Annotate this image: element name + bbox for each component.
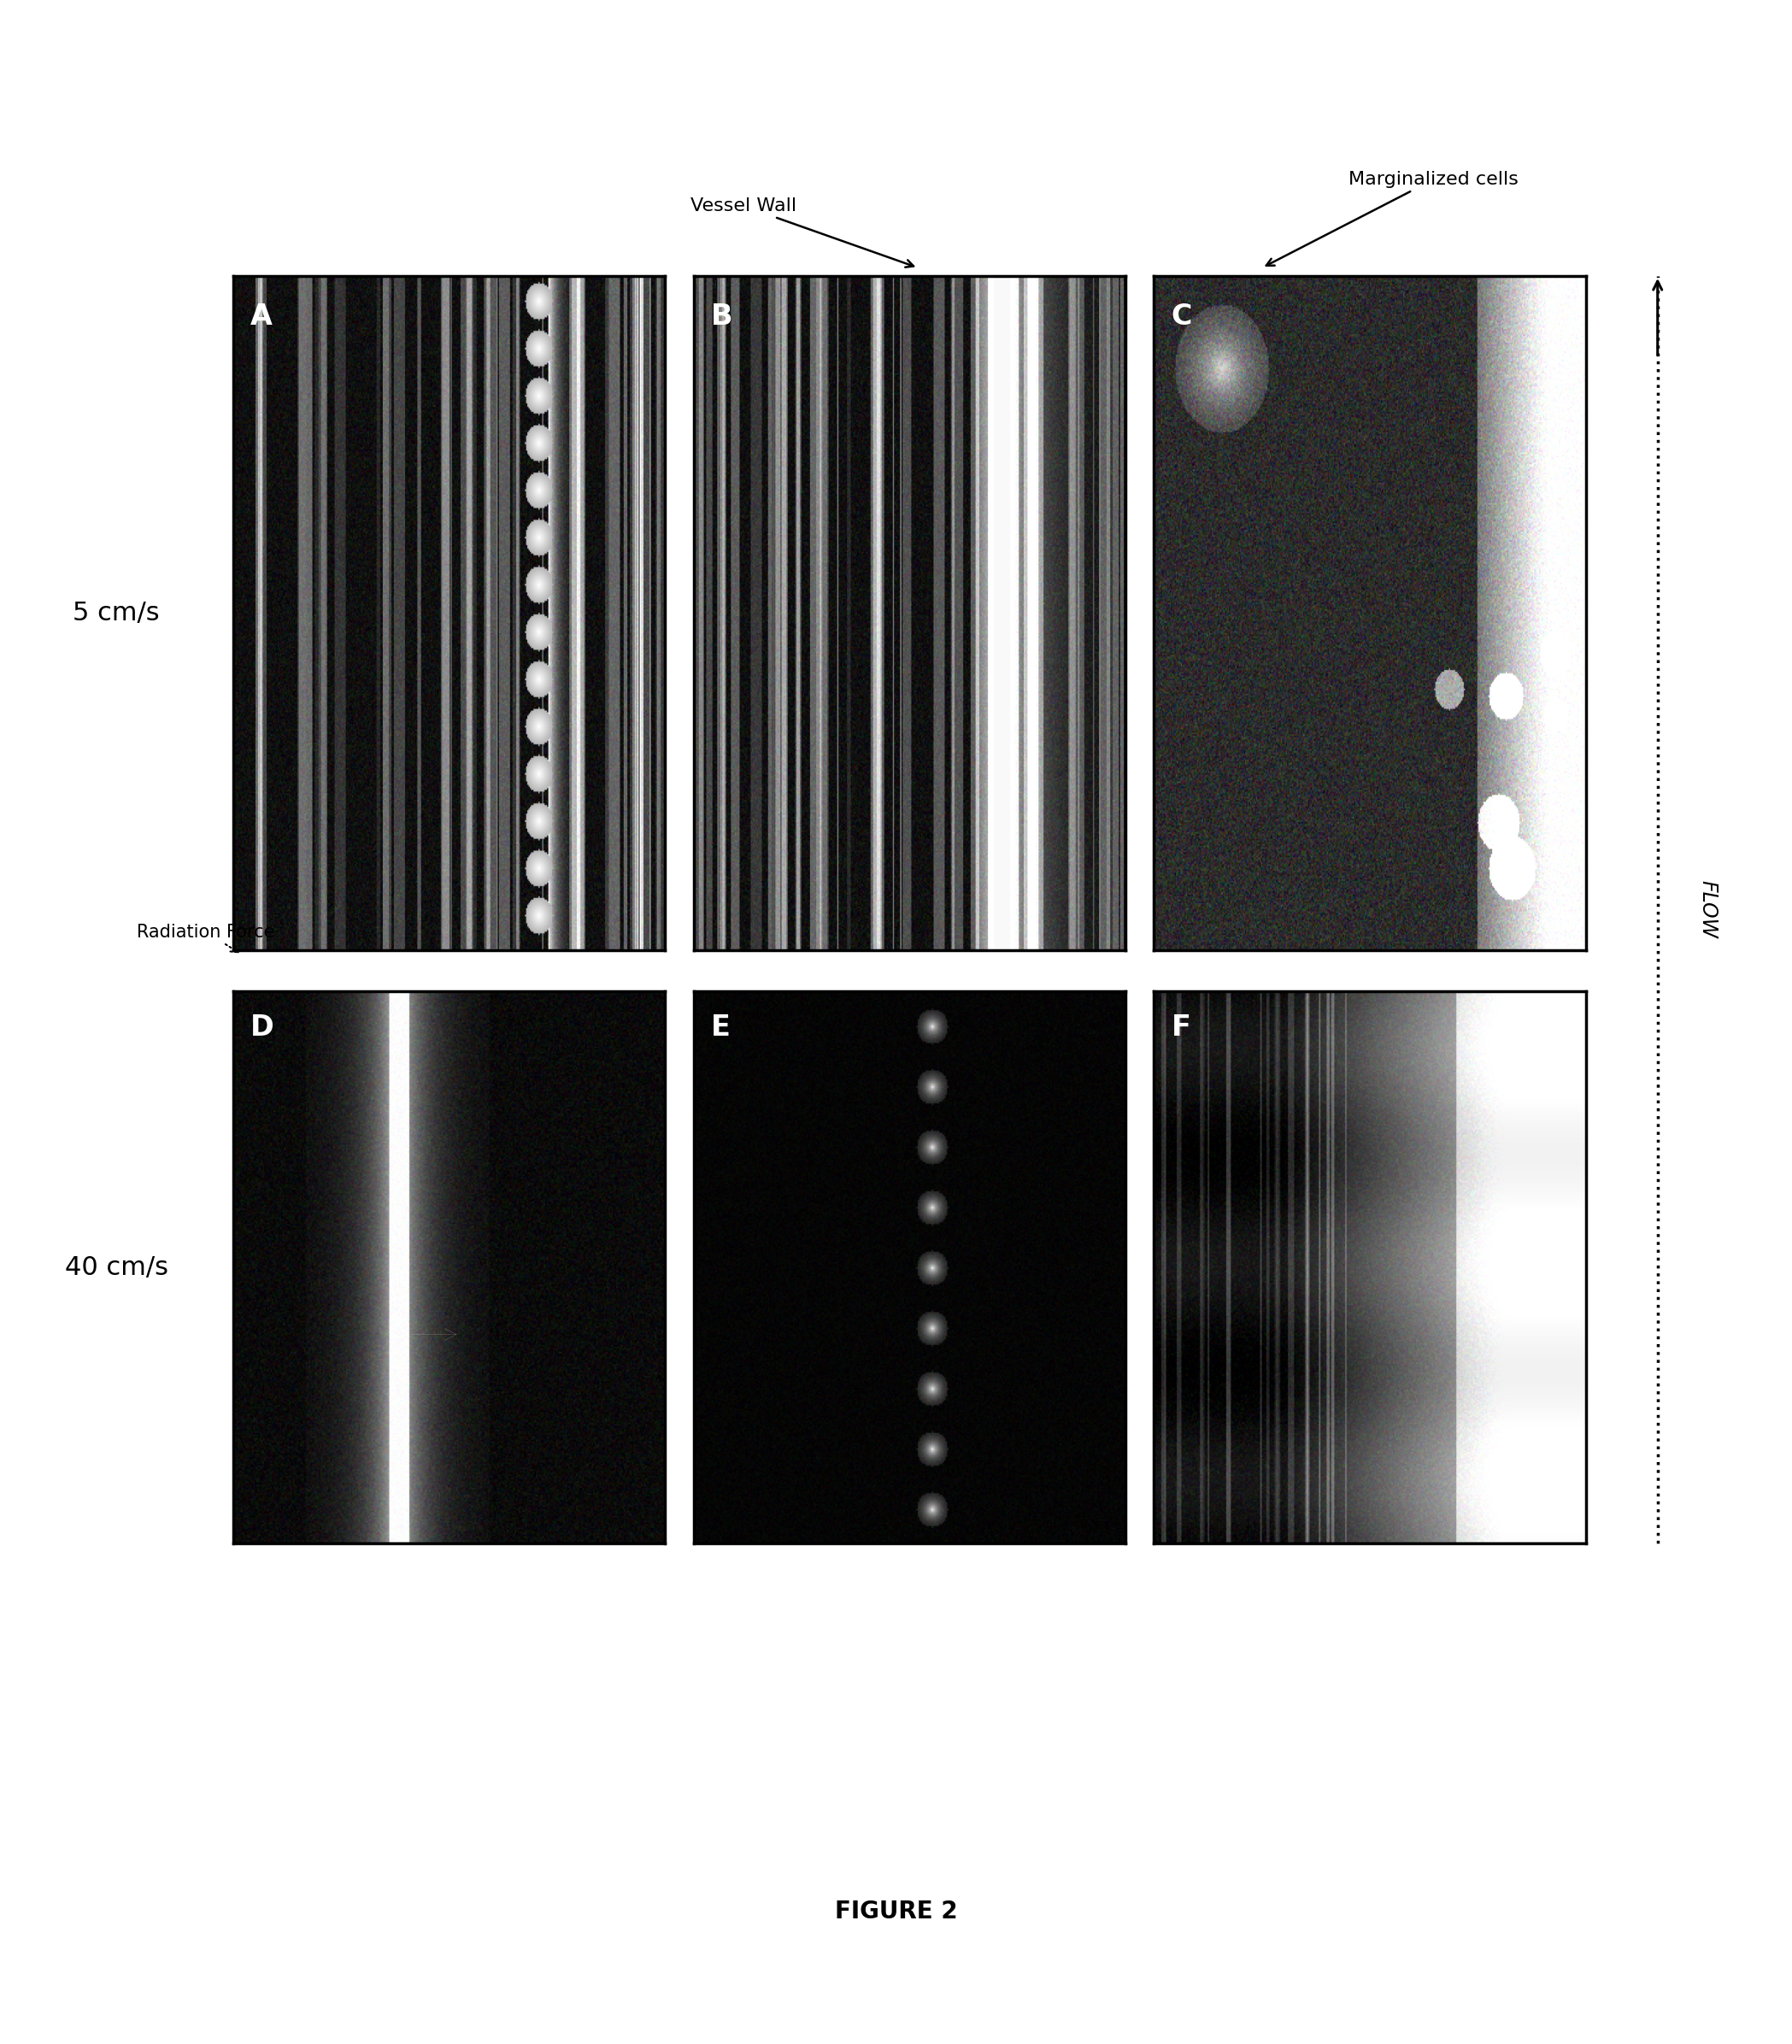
Text: E: E bbox=[711, 1014, 731, 1042]
Text: A: A bbox=[251, 303, 272, 331]
Text: 40 cm/s: 40 cm/s bbox=[65, 1255, 168, 1280]
Text: F: F bbox=[1172, 1014, 1192, 1042]
Text: Vessel Wall: Vessel Wall bbox=[690, 198, 914, 268]
Text: D: D bbox=[251, 1014, 274, 1042]
Text: Radiation Force: Radiation Force bbox=[136, 924, 276, 953]
Text: 5 cm/s: 5 cm/s bbox=[73, 601, 159, 625]
Text: Marginalized cells: Marginalized cells bbox=[1267, 172, 1518, 266]
Text: FIGURE 2: FIGURE 2 bbox=[835, 1899, 957, 1923]
Text: C: C bbox=[1172, 303, 1192, 331]
Text: FLOW: FLOW bbox=[1697, 881, 1719, 938]
Text: B: B bbox=[711, 303, 733, 331]
